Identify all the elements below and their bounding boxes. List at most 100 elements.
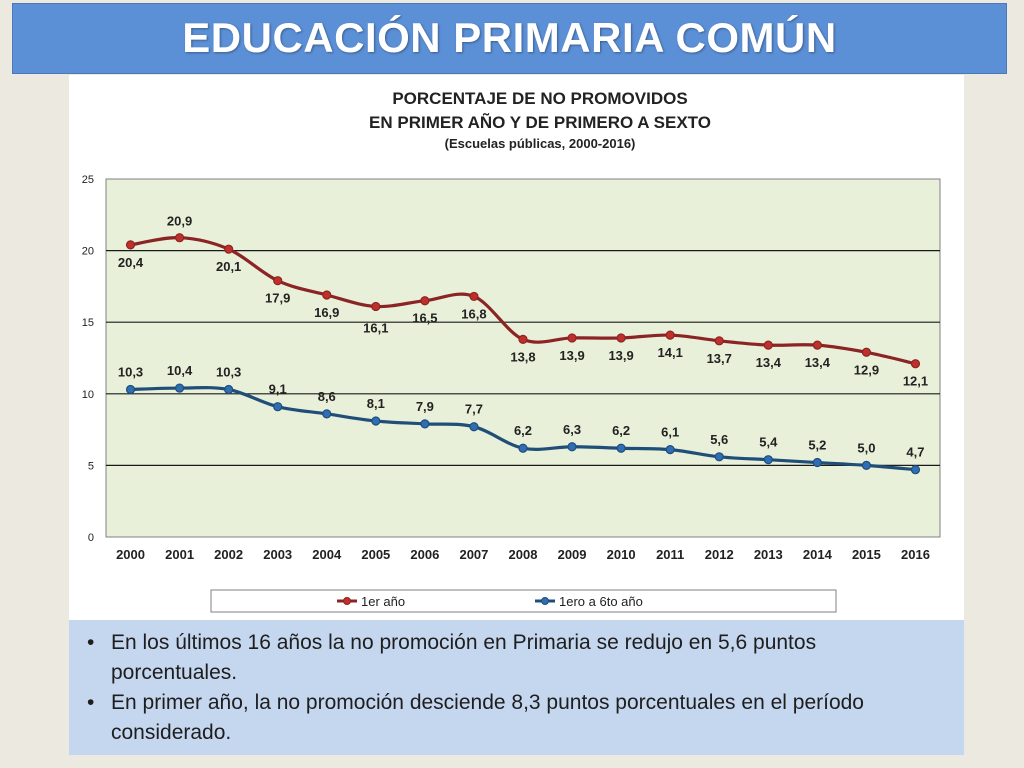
bullet-symbol: • [87,631,95,654]
data-point [371,416,381,426]
data-point [469,422,479,432]
x-tick-label: 2003 [263,547,292,562]
bullet-item: • En los últimos 16 años la no promoción… [87,628,944,688]
data-label: 20,1 [216,259,241,274]
x-tick-label: 2016 [901,547,930,562]
data-label: 13,7 [707,351,732,366]
bullet-symbol: • [87,691,95,714]
data-label: 6,2 [612,423,630,438]
data-point [125,384,136,395]
data-label: 5,2 [808,438,826,453]
data-label: 12,1 [903,374,928,389]
data-label: 6,3 [563,422,581,437]
data-label: 17,9 [265,291,290,306]
x-tick-label: 2004 [312,547,342,562]
slide-title: EDUCACIÓN PRIMARIA COMÚN [182,14,837,61]
x-tick-label: 2001 [165,547,194,562]
x-tick-label: 2010 [607,547,636,562]
data-label: 7,7 [465,402,483,417]
x-tick-label: 2015 [852,547,881,562]
data-point [322,409,332,419]
y-tick-label: 25 [82,174,94,186]
x-tick-label: 2007 [459,547,488,562]
data-label: 5,4 [759,435,778,450]
data-point [518,334,528,344]
y-tick-label: 10 [82,389,94,401]
data-point [174,383,185,393]
x-tick-label: 2002 [214,547,243,562]
data-point [714,336,724,346]
data-label: 10,3 [216,365,241,380]
legend-swatch-marker [541,597,549,605]
x-tick-label: 2013 [754,547,783,562]
data-point [224,384,234,395]
bullet-item: • En primer año, la no promoción descien… [87,688,944,748]
data-point [665,330,675,340]
data-point [665,445,675,455]
y-tick-label: 20 [82,246,94,258]
data-point [420,296,430,306]
data-label: 20,9 [167,214,192,229]
x-tick-label: 2008 [509,547,538,562]
data-point [174,233,185,243]
data-point [861,460,872,470]
data-label: 6,1 [661,425,679,440]
data-label: 13,9 [559,348,584,363]
data-label: 13,9 [608,348,633,363]
data-label: 4,7 [906,445,924,460]
data-label: 12,9 [854,362,879,377]
x-tick-label: 2014 [803,547,833,562]
chart-panel: PORCENTAJE DE NO PROMOVIDOS EN PRIMER AÑO… [69,75,964,620]
data-label: 20,4 [118,255,144,270]
data-label: 10,4 [167,363,193,378]
data-label: 10,3 [118,365,143,380]
data-label: 5,0 [857,440,875,455]
data-label: 6,2 [514,423,532,438]
data-point [567,442,577,452]
data-label: 13,8 [510,349,535,364]
chart-title-line: (Escuelas públicas, 2000-2016) [445,136,636,151]
x-tick-label: 2000 [116,547,145,562]
data-label: 16,5 [412,311,437,326]
data-point [273,402,283,412]
data-label: 13,4 [756,355,782,370]
data-label: 5,6 [710,432,728,447]
legend-swatch-marker [343,597,351,605]
data-label: 16,1 [363,320,388,335]
data-point [910,359,921,369]
data-point [763,340,773,350]
data-label: 16,8 [461,306,486,321]
data-point [616,443,626,453]
x-tick-label: 2005 [361,547,390,562]
legend-label: 1ero a 6to año [559,594,643,609]
data-point [910,465,921,475]
x-tick-label: 2012 [705,547,734,562]
data-point [273,276,283,286]
line-chart: PORCENTAJE DE NO PROMOVIDOS EN PRIMER AÑO… [82,89,941,613]
data-point [125,240,136,250]
data-label: 13,4 [805,355,831,370]
data-label: 9,1 [269,382,287,397]
data-point [371,301,381,312]
legend-box [210,589,837,613]
x-tick-label: 2009 [558,547,587,562]
data-label: 14,1 [658,345,683,360]
data-point [567,333,577,343]
bullet-text: En primer año, la no promoción desciende… [111,691,864,744]
bullet-list: • En los últimos 16 años la no promoción… [87,628,944,748]
y-tick-label: 5 [88,460,94,472]
legend-label: 1er año [361,594,405,609]
data-point [812,457,822,468]
data-point [812,340,822,350]
data-point [763,455,773,465]
title-bar: EDUCACIÓN PRIMARIA COMÚN [12,3,1007,74]
bullet-box: • En los últimos 16 años la no promoción… [69,620,964,755]
y-tick-label: 15 [82,317,94,329]
data-point [469,291,479,302]
y-tick-label: 0 [88,532,94,544]
bullet-text: En los últimos 16 años la no promoción e… [111,631,817,684]
data-label: 8,1 [367,396,385,411]
chart-title-line: PORCENTAJE DE NO PROMOVIDOS [392,89,687,108]
data-label: 8,6 [318,389,336,404]
data-point [420,419,430,429]
